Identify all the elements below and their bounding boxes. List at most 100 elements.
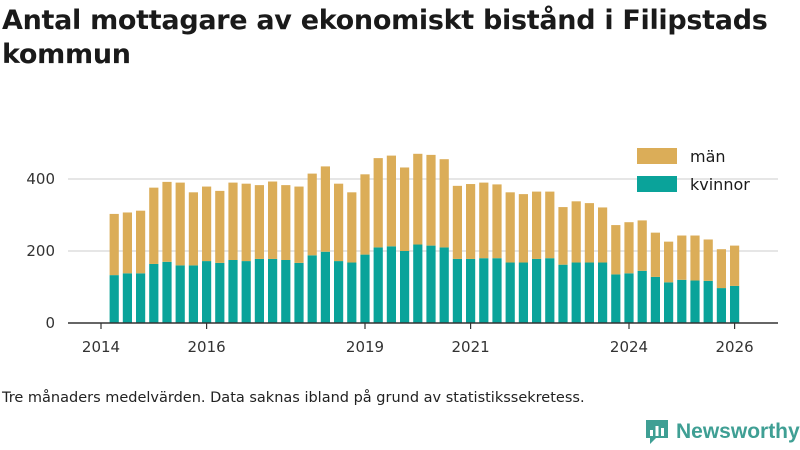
bar-kvinnor-27[interactable] xyxy=(466,258,476,323)
y-tick-label-0: 0 xyxy=(45,314,55,332)
bar-man-26[interactable] xyxy=(452,185,462,259)
bar-man-27[interactable] xyxy=(466,184,476,259)
bar-man-17[interactable] xyxy=(334,183,344,262)
bar-kvinnor-16[interactable] xyxy=(320,251,330,323)
bar-kvinnor-7[interactable] xyxy=(202,261,212,323)
bar-man-19[interactable] xyxy=(360,174,370,255)
bar-kvinnor-29[interactable] xyxy=(492,258,502,323)
bar-man-8[interactable] xyxy=(215,190,225,263)
bar-man-13[interactable] xyxy=(281,185,291,260)
bar-man-44[interactable] xyxy=(690,235,700,281)
bar-kvinnor-20[interactable] xyxy=(373,247,383,323)
bar-man-31[interactable] xyxy=(518,194,528,263)
bar-kvinnor-26[interactable] xyxy=(452,258,462,323)
bar-kvinnor-45[interactable] xyxy=(703,280,713,323)
bar-kvinnor-5[interactable] xyxy=(175,265,185,323)
bar-man-15[interactable] xyxy=(307,173,317,256)
bar-man-42[interactable] xyxy=(664,241,674,283)
bar-man-29[interactable] xyxy=(492,184,502,259)
bar-kvinnor-25[interactable] xyxy=(439,247,449,323)
bar-kvinnor-23[interactable] xyxy=(413,244,423,323)
bar-kvinnor-38[interactable] xyxy=(611,274,621,323)
bar-man-47[interactable] xyxy=(730,245,740,286)
bar-man-46[interactable] xyxy=(716,249,726,289)
bar-kvinnor-17[interactable] xyxy=(334,261,344,323)
bar-man-16[interactable] xyxy=(320,166,330,252)
bar-kvinnor-9[interactable] xyxy=(228,260,238,323)
bar-kvinnor-28[interactable] xyxy=(479,258,489,323)
bars xyxy=(109,153,740,323)
bar-man-21[interactable] xyxy=(386,155,396,247)
bar-kvinnor-37[interactable] xyxy=(598,262,608,323)
bar-man-35[interactable] xyxy=(571,201,581,263)
bar-kvinnor-40[interactable] xyxy=(637,270,647,323)
bar-kvinnor-21[interactable] xyxy=(386,246,396,323)
bar-kvinnor-12[interactable] xyxy=(268,258,278,323)
bar-kvinnor-33[interactable] xyxy=(545,258,555,323)
bar-kvinnor-18[interactable] xyxy=(347,262,357,323)
bar-man-7[interactable] xyxy=(202,186,212,262)
bar-kvinnor-22[interactable] xyxy=(400,251,410,323)
bar-kvinnor-24[interactable] xyxy=(426,245,436,323)
bar-kvinnor-2[interactable] xyxy=(136,273,146,323)
bar-man-6[interactable] xyxy=(188,192,198,266)
bar-kvinnor-19[interactable] xyxy=(360,254,370,323)
bar-kvinnor-43[interactable] xyxy=(677,279,687,323)
bar-kvinnor-3[interactable] xyxy=(149,263,159,323)
bar-man-25[interactable] xyxy=(439,159,449,248)
bar-man-30[interactable] xyxy=(505,192,515,263)
newsworthy-logo[interactable]: Newsworthy xyxy=(644,418,800,446)
bar-man-10[interactable] xyxy=(241,183,251,262)
bar-man-34[interactable] xyxy=(558,207,568,265)
bar-man-45[interactable] xyxy=(703,239,713,281)
bar-man-4[interactable] xyxy=(162,181,172,262)
bar-man-2[interactable] xyxy=(136,210,146,274)
bar-kvinnor-15[interactable] xyxy=(307,255,317,323)
bar-kvinnor-41[interactable] xyxy=(650,276,660,323)
bar-man-18[interactable] xyxy=(347,192,357,263)
bar-man-43[interactable] xyxy=(677,235,687,280)
bar-kvinnor-44[interactable] xyxy=(690,280,700,323)
bar-kvinnor-13[interactable] xyxy=(281,260,291,323)
bar-kvinnor-0[interactable] xyxy=(109,275,119,323)
bar-kvinnor-6[interactable] xyxy=(188,265,198,323)
bar-man-1[interactable] xyxy=(122,212,132,274)
bar-man-11[interactable] xyxy=(254,185,264,259)
bar-man-39[interactable] xyxy=(624,222,634,274)
bar-kvinnor-31[interactable] xyxy=(518,262,528,323)
bar-kvinnor-47[interactable] xyxy=(730,285,740,323)
bar-kvinnor-8[interactable] xyxy=(215,262,225,323)
bar-man-5[interactable] xyxy=(175,182,185,266)
bar-man-41[interactable] xyxy=(650,232,660,277)
bar-man-23[interactable] xyxy=(413,153,423,245)
bar-kvinnor-11[interactable] xyxy=(254,258,264,323)
bar-kvinnor-42[interactable] xyxy=(664,282,674,323)
bar-kvinnor-39[interactable] xyxy=(624,273,634,323)
bar-man-28[interactable] xyxy=(479,182,489,259)
bar-man-14[interactable] xyxy=(294,186,304,263)
bar-kvinnor-34[interactable] xyxy=(558,264,568,323)
bar-man-38[interactable] xyxy=(611,225,621,275)
x-tick-label-2026: 2026 xyxy=(716,338,754,356)
bar-man-24[interactable] xyxy=(426,154,436,246)
bar-man-12[interactable] xyxy=(268,181,278,259)
bar-kvinnor-30[interactable] xyxy=(505,262,515,323)
bar-man-36[interactable] xyxy=(584,203,594,263)
bar-kvinnor-36[interactable] xyxy=(584,262,594,323)
bar-man-32[interactable] xyxy=(532,191,542,259)
bar-kvinnor-10[interactable] xyxy=(241,261,251,323)
bar-man-9[interactable] xyxy=(228,182,238,260)
bar-kvinnor-46[interactable] xyxy=(716,288,726,323)
bar-kvinnor-14[interactable] xyxy=(294,262,304,323)
bar-man-33[interactable] xyxy=(545,191,555,259)
bar-man-22[interactable] xyxy=(400,167,410,251)
bar-man-0[interactable] xyxy=(109,213,119,276)
bar-kvinnor-35[interactable] xyxy=(571,262,581,323)
bar-man-3[interactable] xyxy=(149,187,159,264)
bar-kvinnor-32[interactable] xyxy=(532,258,542,323)
bar-man-20[interactable] xyxy=(373,158,383,248)
bar-kvinnor-4[interactable] xyxy=(162,261,172,323)
bar-man-37[interactable] xyxy=(598,207,608,263)
bar-man-40[interactable] xyxy=(637,220,647,271)
bar-kvinnor-1[interactable] xyxy=(122,273,132,323)
